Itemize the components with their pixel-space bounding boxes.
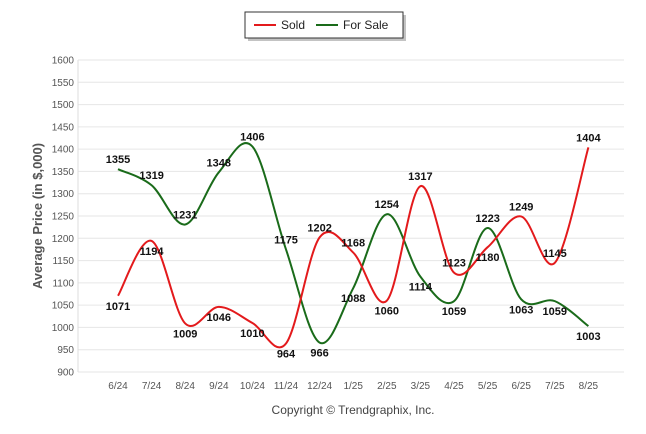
sold-data-label: 1009 <box>173 328 197 340</box>
y-tick-label: 1100 <box>52 278 74 289</box>
sold-data-label: 1317 <box>408 171 432 183</box>
for-sale-data-label: 1088 <box>341 293 365 305</box>
for-sale-data-label: 1059 <box>543 306 567 318</box>
y-tick-label: 1150 <box>52 256 74 267</box>
x-tick-label: 7/25 <box>545 381 565 392</box>
x-tick-label: 7/24 <box>142 381 162 392</box>
for-sale-data-label: 1355 <box>106 154 130 166</box>
for-sale-data-label: 1003 <box>576 331 600 343</box>
x-tick-label: 2/25 <box>377 381 397 392</box>
sold-data-label: 1202 <box>307 222 331 234</box>
legend-sold-label: Sold <box>281 18 305 32</box>
for-sale-data-label: 966 <box>310 348 328 360</box>
sold-data-label: 1060 <box>375 306 399 318</box>
grid <box>77 59 624 373</box>
x-tick-label: 8/24 <box>175 381 195 392</box>
legend-for-sale-label: For Sale <box>343 18 389 32</box>
data-labels: 1071 1194 1009 1046 1010 964 1202 1168 1060 1317 1… <box>106 131 602 360</box>
for-sale-data-label: 1406 <box>240 131 264 143</box>
sold-data-label: 1071 <box>106 301 130 313</box>
x-axis-ticks: 6/24 7/24 8/24 9/24 10/24 11/24 12/24 1/25 2/25 3… <box>108 381 598 392</box>
for-sale-data-label: 1059 <box>442 306 466 318</box>
for-sale-data-label: 1223 <box>475 213 499 225</box>
x-tick-label: 6/24 <box>108 381 128 392</box>
for-sale-series-line <box>117 142 590 345</box>
for-sale-data-label: 1175 <box>274 234 298 246</box>
x-tick-label: 12/24 <box>307 381 332 392</box>
sold-data-label: 1168 <box>341 238 365 250</box>
x-tick-label: 8/25 <box>579 381 599 392</box>
sold-data-label: 1145 <box>543 248 567 260</box>
for-sale-data-label: 1319 <box>139 170 163 182</box>
series-lines <box>117 142 590 349</box>
y-tick-label: 1000 <box>52 323 75 334</box>
y-axis-ticks: 900 950 1000 1050 1100 1150 1200 1250 1300 1350 14… <box>52 56 75 379</box>
y-tick-label: 1250 <box>52 212 75 223</box>
x-tick-label: 3/25 <box>411 381 431 392</box>
x-tick-label: 6/25 <box>511 381 531 392</box>
for-sale-data-label: 1231 <box>173 209 197 221</box>
y-tick-label: 1350 <box>52 167 75 178</box>
y-tick-label: 950 <box>57 345 74 356</box>
legend: Sold For Sale <box>244 11 406 41</box>
for-sale-data-label: 1063 <box>509 304 533 316</box>
y-tick-label: 1500 <box>52 100 75 111</box>
sold-data-label: 1123 <box>442 258 466 270</box>
copyright-text: Copyright © Trendgraphix, Inc. <box>272 403 435 417</box>
for-sale-data-label: 1254 <box>375 199 400 211</box>
sold-data-label: 964 <box>277 348 296 360</box>
sold-series-line <box>117 147 590 349</box>
y-tick-label: 1050 <box>52 301 75 312</box>
y-tick-label: 1550 <box>52 78 75 89</box>
for-sale-data-label: 1348 <box>207 157 231 169</box>
x-tick-label: 4/25 <box>444 381 464 392</box>
y-tick-label: 1400 <box>52 145 75 156</box>
x-tick-label: 11/24 <box>274 381 299 392</box>
for-sale-data-label: 1114 <box>409 282 433 294</box>
sold-data-label: 1404 <box>576 132 601 144</box>
sold-data-label: 1010 <box>240 328 264 340</box>
y-tick-label: 1450 <box>52 122 75 133</box>
y-tick-label: 1200 <box>52 234 75 245</box>
x-tick-label: 9/24 <box>209 381 229 392</box>
sold-data-label: 1180 <box>476 252 500 264</box>
sold-data-label: 1046 <box>207 312 231 324</box>
sold-data-label: 1249 <box>509 201 533 213</box>
x-tick-label: 1/25 <box>343 381 363 392</box>
x-tick-label: 10/24 <box>240 381 265 392</box>
y-tick-label: 1600 <box>52 56 75 67</box>
y-tick-label: 900 <box>57 368 74 379</box>
y-tick-label: 1300 <box>52 189 75 200</box>
sold-data-label: 1194 <box>140 246 165 258</box>
y-axis-title: Average Price (in $,000) <box>30 143 45 289</box>
x-tick-label: 5/25 <box>478 381 498 392</box>
